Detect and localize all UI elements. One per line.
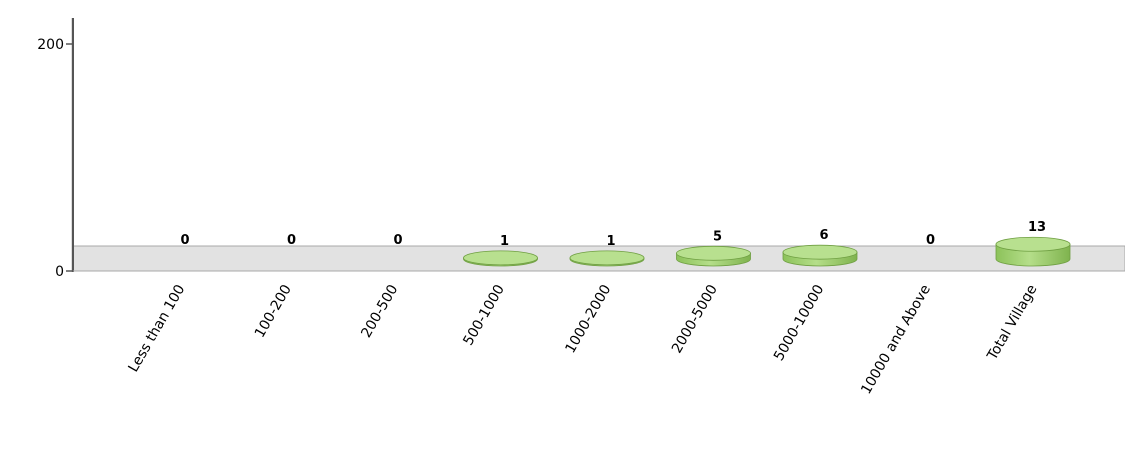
value-label: 0 xyxy=(287,233,296,248)
y-axis: 0 200 xyxy=(37,18,1125,280)
y-tick-label: 0 xyxy=(55,264,64,280)
bar-top xyxy=(569,250,645,266)
category-label: 500-1000 xyxy=(460,282,508,348)
category-label: 100-200 xyxy=(252,282,295,341)
category-label: 200-500 xyxy=(358,282,401,341)
category-labels: Less than 100 100-200 200-500 500-1000 1000-… xyxy=(126,282,1041,397)
bar xyxy=(995,236,1071,267)
value-labels: 0 0 0 1 1 5 6 0 13 xyxy=(180,220,1046,249)
bar-top xyxy=(782,244,858,260)
value-label: 1 xyxy=(500,234,509,249)
value-label: 0 xyxy=(393,233,402,248)
value-label: 6 xyxy=(819,228,828,243)
category-label: 2000-5000 xyxy=(669,282,721,356)
bar xyxy=(782,244,858,267)
bars xyxy=(463,236,1071,267)
category-label: Less than 100 xyxy=(126,282,189,375)
bar xyxy=(676,245,751,267)
y-tick-label: 200 xyxy=(37,37,64,53)
value-label: 0 xyxy=(180,233,189,248)
value-label: 5 xyxy=(713,229,722,244)
category-label: Total Village xyxy=(984,282,1040,364)
bar-top xyxy=(995,236,1071,252)
category-label: 1000-2000 xyxy=(562,282,614,356)
bar xyxy=(569,250,645,267)
category-label: 10000 and Above xyxy=(858,282,934,397)
value-label: 0 xyxy=(926,233,935,248)
bar xyxy=(463,250,538,267)
value-label: 1 xyxy=(606,234,615,249)
bar-top xyxy=(676,245,751,261)
category-label: 5000-10000 xyxy=(771,282,827,364)
value-label: 13 xyxy=(1028,220,1046,235)
bar-top xyxy=(463,250,538,266)
